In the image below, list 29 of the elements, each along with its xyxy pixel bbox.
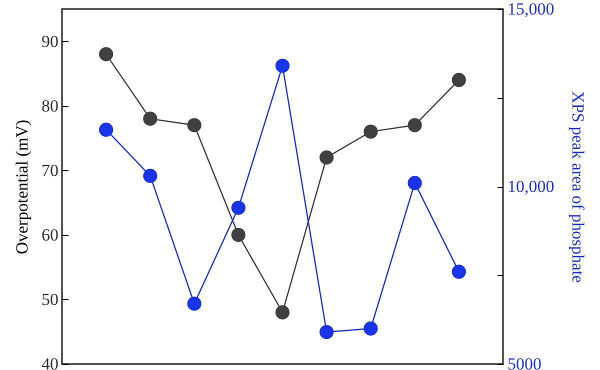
point <box>408 118 422 132</box>
point <box>364 321 378 336</box>
point <box>143 112 158 126</box>
y-tick-label: 60 <box>42 225 58 244</box>
y2-tick-label: 15,000 <box>508 0 554 18</box>
point <box>275 58 290 73</box>
point <box>187 118 202 132</box>
point <box>452 264 466 279</box>
y-tick-label: 90 <box>42 32 58 51</box>
point <box>275 305 290 320</box>
point <box>231 200 246 215</box>
y-tick-label: 40 <box>42 354 58 370</box>
y-axis-title: Overpotential (mV) <box>12 120 32 254</box>
y2-tick-label: 5000 <box>508 354 542 370</box>
y-tick-label: 50 <box>42 290 58 309</box>
point <box>99 122 114 137</box>
point <box>320 324 334 340</box>
point <box>452 72 466 88</box>
point <box>408 176 422 190</box>
point <box>320 150 334 165</box>
y-tick-label: 70 <box>42 160 58 180</box>
point <box>143 168 158 183</box>
y2-tick-label: 10,000 <box>508 177 554 196</box>
point <box>99 47 114 62</box>
point <box>231 228 246 242</box>
y-tick-label: 80 <box>42 96 58 116</box>
point <box>364 124 378 139</box>
point <box>187 296 202 311</box>
y2-axis-title: XPS peak area of phosphate <box>568 91 588 283</box>
